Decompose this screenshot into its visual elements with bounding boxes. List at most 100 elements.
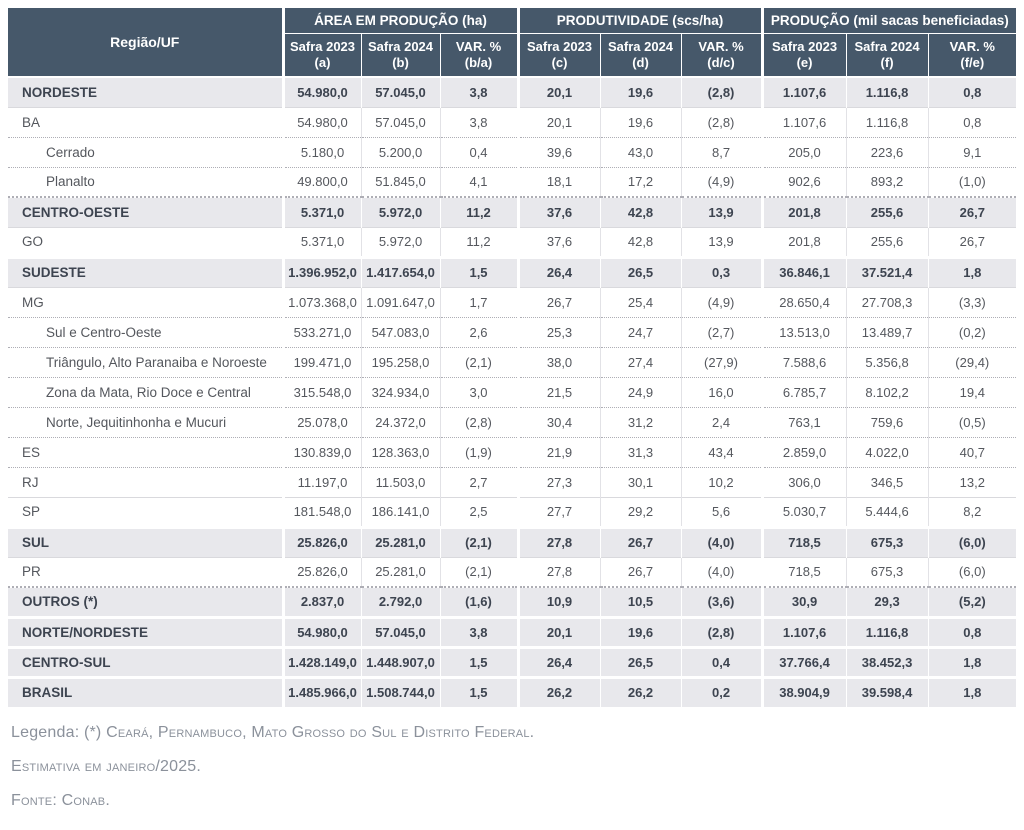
value-cell: 1,5 — [439, 255, 519, 287]
value-cell: 5.356,8 — [845, 346, 929, 377]
value-cell: 2.792,0 — [360, 586, 440, 617]
region-label: BRASIL — [8, 675, 283, 707]
value-cell: 13,2 — [927, 466, 1017, 497]
value-cell: 25,4 — [599, 286, 682, 317]
value-cell: 57.045,0 — [360, 106, 440, 137]
value-cell: 201,8 — [760, 196, 847, 227]
value-cell: 18,1 — [516, 166, 601, 197]
value-cell: 718,5 — [760, 525, 847, 557]
region-label: ES — [8, 436, 283, 467]
value-cell: 3,0 — [439, 376, 519, 407]
region-label: Sul e Centro-Oeste — [8, 316, 283, 347]
value-cell: 902,6 — [760, 166, 847, 197]
value-cell: 40,7 — [927, 436, 1017, 467]
region-label: SUDESTE — [8, 255, 283, 287]
source-line: Fonte: Conab. — [11, 792, 110, 809]
value-cell: 5.180,0 — [281, 136, 361, 167]
value-cell: 1.417.654,0 — [360, 255, 440, 287]
value-cell: (1,0) — [927, 166, 1017, 197]
value-cell: 5.030,7 — [760, 496, 847, 527]
value-cell: (2,1) — [439, 525, 519, 557]
value-cell: 128.363,0 — [360, 436, 440, 467]
value-cell: (4,9) — [680, 286, 763, 317]
table-row: NORDESTE 54.980,0 57.045,0 3,8 20,1 19,6 (2,8)… — [8, 76, 1017, 107]
value-cell: 1.116,8 — [845, 76, 929, 107]
value-cell: 20,1 — [516, 76, 601, 107]
value-cell: 5.371,0 — [281, 196, 361, 227]
value-cell: 10,2 — [680, 466, 763, 497]
value-cell: 10,5 — [599, 586, 682, 617]
table-row: Zona da Mata, Rio Doce e Central 315.548,… — [8, 376, 1017, 407]
group-header-row: Região/UF ÁREA EM PRODUÇÃO (ha) PRODUTIV… — [8, 8, 1017, 77]
column-header-row: Safra 2023 (a) Safra 2024 (b) VAR. % (b/a) Saf… — [8, 32, 1017, 77]
value-cell: 38,0 — [516, 346, 601, 377]
value-cell: 26,2 — [599, 675, 682, 707]
value-cell: 16,0 — [680, 376, 763, 407]
value-cell: 26,7 — [599, 556, 682, 587]
value-cell: 26,7 — [927, 196, 1017, 227]
region-label: MG — [8, 286, 283, 317]
value-cell: 1,5 — [439, 675, 519, 707]
table-row: SUDESTE 1.396.952,0 1.417.654,0 1,5 26,4 26,5… — [8, 255, 1017, 287]
value-cell: 0,8 — [927, 615, 1017, 647]
value-cell: 25.826,0 — [281, 556, 361, 587]
value-cell: 1.116,8 — [845, 615, 929, 647]
value-cell: 25.078,0 — [281, 406, 361, 437]
value-cell: 306,0 — [760, 466, 847, 497]
value-cell: 37.766,4 — [760, 645, 847, 677]
value-cell: 2,6 — [439, 316, 519, 347]
value-cell: 37.521,4 — [845, 255, 929, 287]
value-cell: 533.271,0 — [281, 316, 361, 347]
value-cell: (3,3) — [927, 286, 1017, 317]
value-cell: 1,8 — [927, 675, 1017, 707]
column-header: Safra 2024 (d) — [599, 32, 682, 77]
legend-prefix: Legenda: (*) — [11, 724, 107, 741]
value-cell: 0,3 — [680, 255, 763, 287]
value-cell: 8.102,2 — [845, 376, 929, 407]
region-label: GO — [8, 226, 283, 257]
column-header: Safra 2023 (a) — [281, 32, 361, 77]
table-row: SUL 25.826,0 25.281,0 (2,1) 27,8 26,7 (4,0) 718… — [8, 525, 1017, 557]
value-cell: 26,5 — [599, 645, 682, 677]
value-cell: 27,4 — [599, 346, 682, 377]
value-cell: 24,9 — [599, 376, 682, 407]
value-cell: (2,1) — [439, 556, 519, 587]
value-cell: 37,6 — [516, 226, 601, 257]
value-cell: 324.934,0 — [360, 376, 440, 407]
value-cell: 547.083,0 — [360, 316, 440, 347]
value-cell: 43,0 — [599, 136, 682, 167]
column-header: Safra 2023 (c) — [516, 32, 601, 77]
value-cell: 26,4 — [516, 255, 601, 287]
group-header-produtividade: PRODUTIVIDADE (scs/ha) — [516, 8, 763, 33]
value-cell: 38.452,3 — [845, 645, 929, 677]
value-cell: 19,4 — [927, 376, 1017, 407]
value-cell: 3,8 — [439, 76, 519, 107]
value-cell: 1,8 — [927, 255, 1017, 287]
value-cell: 21,5 — [516, 376, 601, 407]
value-cell: 11,2 — [439, 226, 519, 257]
value-cell: (5,2) — [927, 586, 1017, 617]
table-row: GO 5.371,0 5.972,0 11,2 37,6 42,8 13,9 201,8 255… — [8, 226, 1017, 257]
value-cell: 27,8 — [516, 556, 601, 587]
value-cell: 199.471,0 — [281, 346, 361, 377]
value-cell: 11,2 — [439, 196, 519, 227]
group-header-area-producao: ÁREA EM PRODUÇÃO (ha) — [281, 8, 519, 33]
value-cell: 8,7 — [680, 136, 763, 167]
value-cell: (2,8) — [439, 406, 519, 437]
group-header-producao: PRODUÇÃO (mil sacas beneficiadas) — [760, 8, 1017, 33]
value-cell: 10,9 — [516, 586, 601, 617]
value-cell: 25,3 — [516, 316, 601, 347]
table-row: NORTE/NORDESTE 54.980,0 57.045,0 3,8 20,1 19,… — [8, 615, 1017, 647]
region-label: Norte, Jequitinhonha e Mucuri — [8, 406, 283, 437]
value-cell: 27,7 — [516, 496, 601, 527]
value-cell: 1.396.952,0 — [281, 255, 361, 287]
value-cell: 8,2 — [927, 496, 1017, 527]
value-cell: (1,6) — [439, 586, 519, 617]
legend-block: Legenda: (*) Ceará, Pernambuco, Mato Gro… — [11, 723, 1016, 811]
value-cell: 26,7 — [599, 525, 682, 557]
value-cell: (2,7) — [680, 316, 763, 347]
value-cell: 57.045,0 — [360, 76, 440, 107]
table-row: CENTRO-OESTE 5.371,0 5.972,0 11,2 37,6 42,8 13… — [8, 196, 1017, 227]
region-label: RJ — [8, 466, 283, 497]
value-cell: 30,4 — [516, 406, 601, 437]
